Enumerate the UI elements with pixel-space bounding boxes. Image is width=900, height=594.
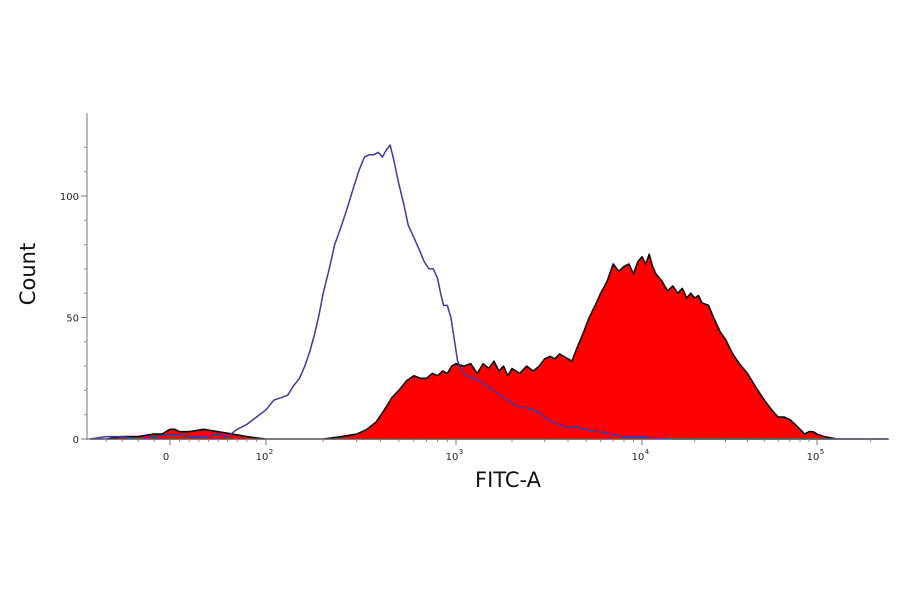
y-axis-title: Count bbox=[16, 243, 40, 305]
x-axis-title: FITC-A bbox=[475, 468, 542, 492]
y-tick-label: 0 bbox=[73, 435, 79, 446]
x-tick-exponent: 4 bbox=[645, 448, 650, 456]
y-tick-label: 100 bbox=[60, 192, 79, 203]
x-tick-exponent: 2 bbox=[269, 448, 273, 456]
series-layer bbox=[89, 144, 889, 440]
x-tick-label: 10 bbox=[446, 452, 459, 463]
filled-histogram-series bbox=[89, 253, 889, 440]
x-tick-exponent: 5 bbox=[820, 448, 824, 456]
outline-histogram-series bbox=[89, 144, 888, 440]
y-tick-label: 50 bbox=[66, 314, 79, 325]
x-tick-label: 10 bbox=[632, 452, 645, 463]
x-tick-label: 10 bbox=[807, 452, 820, 463]
x-tick-exponent: 3 bbox=[459, 448, 463, 456]
x-tick-label: 10 bbox=[256, 452, 269, 463]
x-tick-label: 0 bbox=[163, 452, 169, 463]
